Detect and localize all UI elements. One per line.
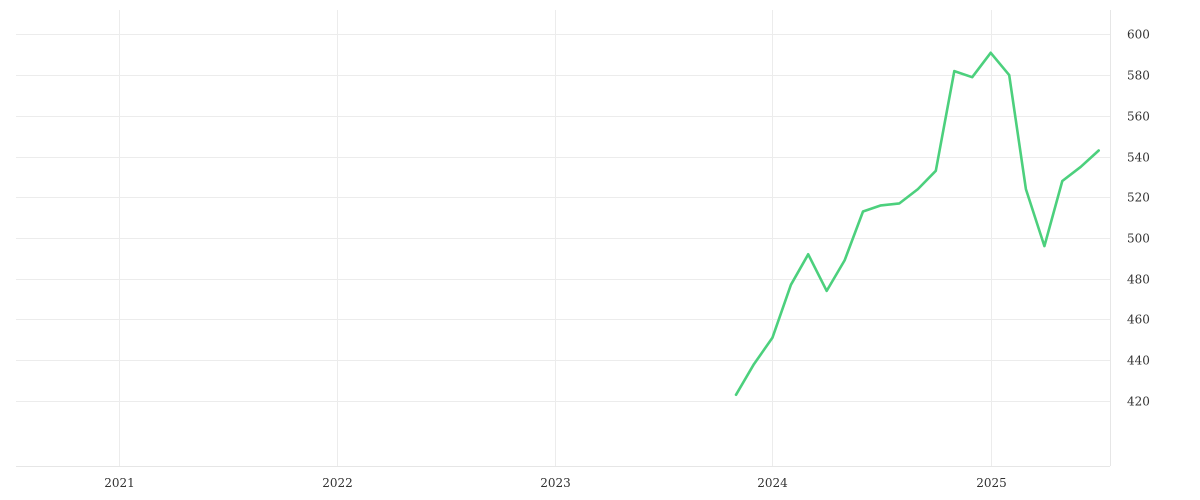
y-tick-label: 580	[1127, 69, 1150, 83]
y-tick-label: 540	[1127, 151, 1150, 165]
data-point	[1006, 72, 1012, 78]
data-point	[824, 288, 830, 294]
y-tick-label: 480	[1127, 273, 1150, 287]
data-point	[933, 168, 939, 174]
y-tick-label: 440	[1127, 354, 1150, 368]
x-tick-label: 2025	[976, 476, 1007, 490]
data-point	[842, 257, 848, 263]
series-line-0	[734, 51, 1100, 397]
data-point	[951, 68, 957, 74]
data-point	[733, 392, 739, 398]
x-tick-label: 2024	[757, 476, 788, 490]
data-point	[1078, 164, 1084, 170]
data-point	[878, 202, 884, 208]
y-tick-label: 600	[1127, 28, 1150, 42]
y-tick-label: 500	[1127, 232, 1150, 246]
y-tick-label: 460	[1127, 313, 1150, 327]
data-point	[860, 209, 866, 215]
data-point	[751, 361, 757, 367]
x-tick-label: 2022	[322, 476, 353, 490]
axes	[16, 10, 1111, 467]
data-point	[969, 74, 975, 80]
data-point	[915, 186, 921, 192]
data-point	[988, 50, 994, 56]
data-point	[805, 251, 811, 257]
y-tick-label: 520	[1127, 191, 1150, 205]
y-tick-label: 560	[1127, 110, 1150, 124]
y-tick-label: 420	[1127, 395, 1150, 409]
series-layer	[733, 50, 1102, 398]
data-point	[769, 335, 775, 341]
data-point	[1041, 243, 1047, 249]
grid-lines	[16, 10, 1110, 466]
x-tick-label: 2021	[104, 476, 135, 490]
data-point	[1023, 186, 1029, 192]
data-point	[788, 282, 794, 288]
x-tick-label: 2023	[540, 476, 571, 490]
data-point	[1096, 148, 1102, 154]
data-point	[896, 200, 902, 206]
tick-labels: 2021 2022 2023 2024 2025 420 440 460 480 500 520 54…	[104, 28, 1150, 491]
data-point	[1059, 178, 1065, 184]
